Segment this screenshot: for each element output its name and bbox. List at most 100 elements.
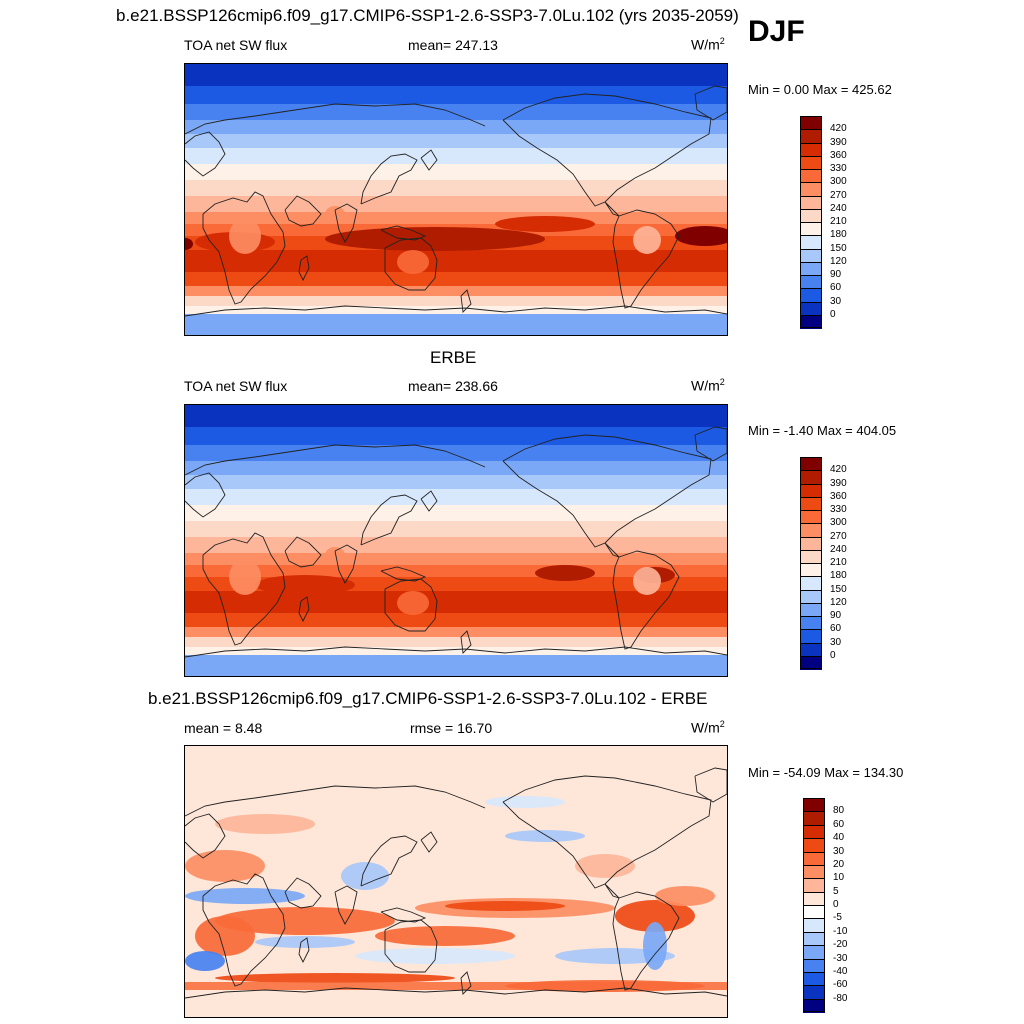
colorbar-tick-label: 330 xyxy=(830,504,847,515)
toa-net-sw-flux-model-map xyxy=(185,64,727,335)
flux-band xyxy=(185,180,727,197)
flux-band xyxy=(185,475,727,490)
difference-anomaly xyxy=(185,951,225,971)
panel-model-map xyxy=(184,63,728,336)
panel-obs-colorbar: 420 390 360 330 300 270 240 210 180 150 120 90 60 30 0 xyxy=(800,457,880,670)
flux-maximum xyxy=(185,238,193,250)
colorbar-swatch xyxy=(800,510,822,525)
flux-maximum xyxy=(535,565,595,581)
coastline xyxy=(284,877,322,909)
panel-diff-colorbar: 80 60 40 30 20 10 5 0 -5 -10 -20 -30 -40 -60 -80 xyxy=(803,798,883,1013)
coastline xyxy=(284,195,322,227)
colorbar-tick-label: 390 xyxy=(830,136,847,148)
land-patch xyxy=(633,226,661,254)
colorbar-swatch xyxy=(800,222,822,237)
coastline xyxy=(360,153,418,205)
colorbar-swatch xyxy=(803,905,825,920)
coastline xyxy=(360,835,418,887)
flux-band xyxy=(185,553,727,566)
colorbar-swatch xyxy=(800,576,822,591)
difference-anomaly xyxy=(505,830,585,842)
difference-anomaly xyxy=(655,886,715,906)
coastline xyxy=(420,490,438,512)
toa-net-sw-flux-erbe-map xyxy=(185,405,727,676)
flux-band xyxy=(185,445,727,462)
flux-band xyxy=(185,148,727,165)
coastline xyxy=(334,544,358,584)
flux-band xyxy=(185,120,727,135)
panel-model-colorbar: 420 390 360 330 300 270 240 210 180 150 120 90 60 30 0 xyxy=(800,116,880,329)
flux-maximum xyxy=(325,227,545,251)
colorbar-tick-label: -80 xyxy=(833,992,848,1004)
colorbar-swatch xyxy=(800,301,822,316)
colorbar-swatch xyxy=(800,655,822,670)
colorbar-tick-label: 180 xyxy=(830,229,847,241)
flux-band xyxy=(185,286,727,297)
coastline xyxy=(185,987,727,999)
colorbar-swatch xyxy=(803,851,825,866)
coastline xyxy=(202,873,286,987)
panel-diff-minmax: Min = -54.09 Max = 134.30 xyxy=(748,765,904,780)
coastline xyxy=(384,578,438,632)
coastline xyxy=(384,919,438,973)
colorbar-tick-label: 420 xyxy=(830,123,847,135)
colorbar-swatch xyxy=(803,958,825,973)
colorbar-swatch xyxy=(800,275,822,290)
colorbar-swatch xyxy=(803,838,825,853)
difference-anomaly xyxy=(185,850,265,882)
colorbar-frame xyxy=(800,116,822,328)
flux-band xyxy=(185,306,727,315)
panel-model-minmax: Min = 0.00 Max = 425.62 xyxy=(748,82,892,97)
colorbar-tick-label: 20 xyxy=(833,858,845,870)
panel-model-variable-label: TOA net SW flux xyxy=(184,37,288,53)
flux-band xyxy=(185,250,727,273)
flux-band xyxy=(185,613,727,628)
colorbar-tick-label: 180 xyxy=(830,570,847,582)
difference-anomaly xyxy=(185,888,305,904)
difference-anomaly xyxy=(215,907,395,935)
colorbar-swatch xyxy=(800,129,822,144)
coastline xyxy=(694,767,727,803)
land-patch xyxy=(229,218,261,254)
colorbar-tick-label: 210 xyxy=(830,216,847,227)
land-patch xyxy=(397,250,429,274)
colorbar-swatch xyxy=(800,523,822,538)
colorbar-tick-label: 60 xyxy=(830,623,842,635)
colorbar-tick-label: -20 xyxy=(833,939,848,951)
colorbar-tick-label: -5 xyxy=(833,912,842,924)
coastline xyxy=(612,550,680,650)
coastline xyxy=(185,646,727,658)
colorbar-tick-label: 210 xyxy=(830,557,847,568)
colorbar-swatch xyxy=(800,182,822,197)
land-patch xyxy=(397,591,429,615)
colorbar-swatch xyxy=(800,314,822,329)
difference-anomaly xyxy=(215,973,455,983)
colorbar-swatch xyxy=(800,496,822,511)
colorbar-swatch xyxy=(803,985,825,1000)
difference-anomaly xyxy=(255,936,355,948)
coastline xyxy=(185,785,486,817)
colorbar-swatch xyxy=(803,878,825,893)
colorbar-tick-label: 5 xyxy=(833,885,839,897)
coastline xyxy=(185,472,226,518)
panel-obs-map xyxy=(184,404,728,677)
colorbar-tick-label: 120 xyxy=(830,596,847,608)
panel-diff-map xyxy=(184,745,728,1018)
colorbar-swatch xyxy=(800,248,822,263)
panel-obs-variable-label: TOA net SW flux xyxy=(184,378,288,394)
flux-band xyxy=(185,296,727,307)
colorbar-tick-label: 90 xyxy=(830,269,842,280)
colorbar-frame xyxy=(803,798,825,1012)
panel-obs-unit-label: W/m2 xyxy=(691,377,725,394)
land-patch xyxy=(229,559,261,595)
panel-model-mean-label: mean= 247.13 xyxy=(408,37,498,53)
panel-diff-unit-label: W/m2 xyxy=(691,719,725,736)
flux-band xyxy=(185,637,727,648)
colorbar-tick-label: 30 xyxy=(830,295,842,307)
coastline xyxy=(380,566,427,582)
colorbar-swatch xyxy=(800,155,822,170)
difference-anomaly xyxy=(615,900,695,932)
coastline xyxy=(694,85,727,121)
colorbar-swatch xyxy=(800,563,822,578)
flux-band xyxy=(185,655,727,676)
